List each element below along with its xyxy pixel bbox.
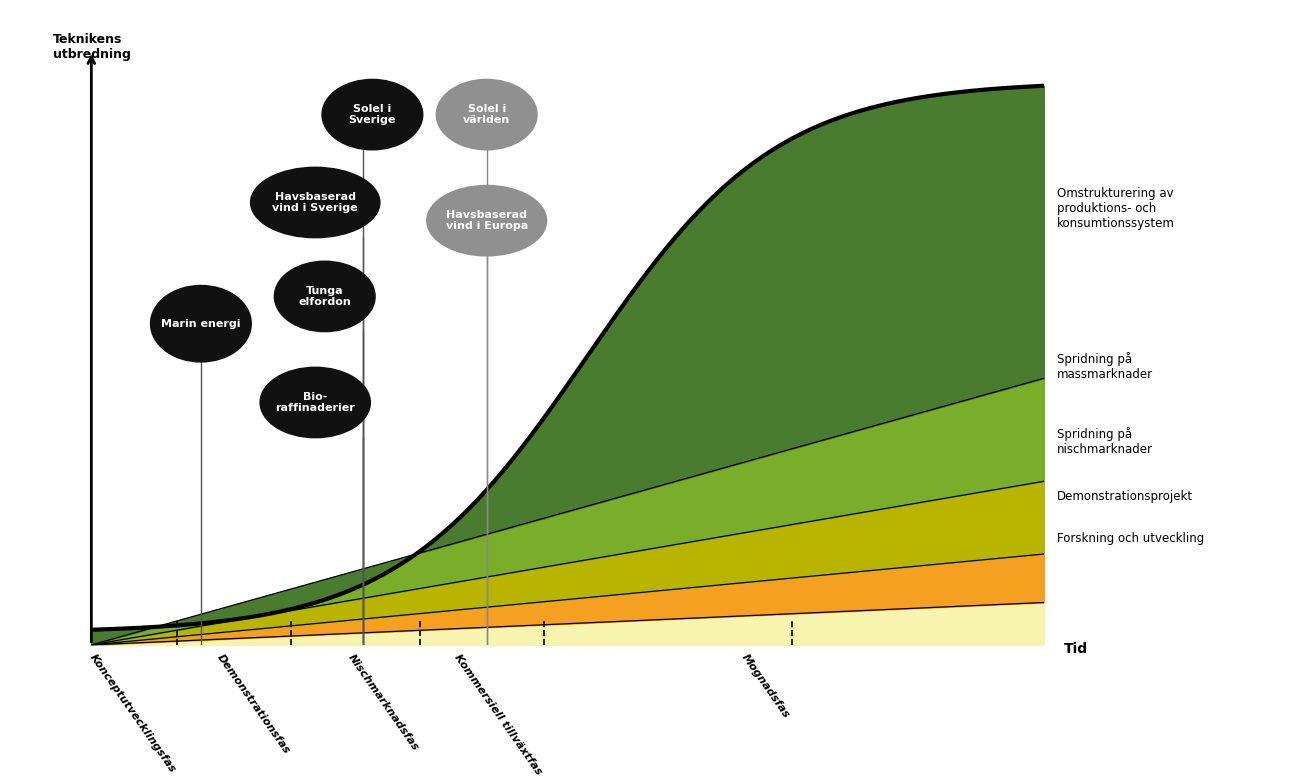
Text: Konceptutvecklingsfas: Konceptutvecklingsfas <box>87 653 177 775</box>
Text: Bio-
raffinaderier: Bio- raffinaderier <box>275 392 355 413</box>
Text: Spridning på
massmarknader: Spridning på massmarknader <box>1057 352 1154 381</box>
Text: Havsbaserad
vind i Europa: Havsbaserad vind i Europa <box>445 210 527 232</box>
Text: Omstrukturering av
produktions- och
konsumtionssystem: Omstrukturering av produktions- och kons… <box>1057 187 1175 230</box>
Ellipse shape <box>151 286 251 361</box>
Text: Forskning och utveckling: Forskning och utveckling <box>1057 532 1205 545</box>
Text: Spridning på
nischmarknader: Spridning på nischmarknader <box>1057 427 1154 456</box>
Text: Solel i
världen: Solel i världen <box>463 104 510 125</box>
Ellipse shape <box>275 262 375 331</box>
Ellipse shape <box>437 80 536 149</box>
Text: Tunga
elfordon: Tunga elfordon <box>299 286 351 307</box>
Text: Teknikens
utbredning: Teknikens utbredning <box>54 33 130 61</box>
Ellipse shape <box>261 368 371 437</box>
Ellipse shape <box>427 186 547 256</box>
Text: Demonstrationsprojekt: Demonstrationsprojekt <box>1057 490 1193 503</box>
Text: Nischmarknadsfas: Nischmarknadsfas <box>346 653 420 753</box>
Ellipse shape <box>251 168 380 237</box>
Text: Kommersiell tillväxtfas: Kommersiell tillväxtfas <box>453 653 544 777</box>
Text: Tid: Tid <box>1064 642 1087 656</box>
Text: Solel i
Sverige: Solel i Sverige <box>348 104 397 125</box>
Text: Mognadsfas: Mognadsfas <box>740 653 792 720</box>
Text: Marin energi: Marin energi <box>161 319 240 329</box>
Text: Demonstrationsfas: Demonstrationsfas <box>215 653 291 756</box>
Ellipse shape <box>322 80 423 149</box>
Text: Havsbaserad
vind i Sverige: Havsbaserad vind i Sverige <box>273 192 358 213</box>
